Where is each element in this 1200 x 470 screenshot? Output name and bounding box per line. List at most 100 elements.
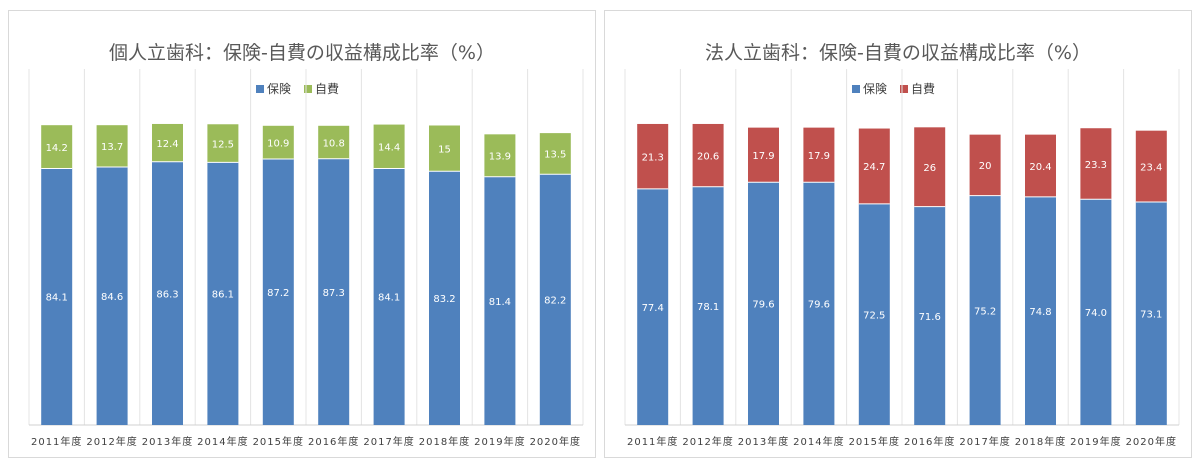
individual-bar-insurance	[539, 174, 571, 425]
individual-bar-self-pay	[262, 125, 294, 160]
corporate-x-tick-label: 2012年度	[682, 435, 733, 448]
individual-x-tick-label: 2013年度	[142, 435, 193, 448]
corporate-data-label-insurance: 71.6	[919, 312, 941, 323]
individual-bar-insurance	[262, 159, 294, 426]
corporate-data-label-self-pay: 17.9	[808, 151, 830, 162]
corporate-legend-label-insurance: 保険	[863, 82, 887, 96]
individual-x-tick-label: 2018年度	[419, 435, 470, 448]
individual-bar-insurance	[41, 168, 73, 425]
individual-data-label-insurance: 86.3	[156, 289, 178, 300]
corporate-bar-insurance	[1080, 199, 1112, 425]
corporate-x-tick-label: 2013年度	[738, 435, 789, 448]
individual-bar-self-pay	[373, 124, 405, 169]
corporate-data-label-self-pay: 23.4	[1140, 162, 1162, 173]
corporate-legend-swatch-self-pay	[900, 85, 908, 93]
individual-data-label-self-pay: 14.4	[378, 143, 400, 154]
corporate-x-tick-label: 2011年度	[627, 435, 678, 448]
corporate-data-label-self-pay: 17.9	[752, 151, 774, 162]
corporate-data-label-insurance: 72.5	[863, 310, 885, 321]
individual-data-label-self-pay: 15	[438, 144, 451, 155]
individual-x-tick-label: 2019年度	[474, 435, 525, 448]
individual-x-tick-label: 2014年度	[197, 435, 248, 448]
corporate-data-label-insurance: 77.4	[642, 303, 664, 314]
individual-bar-insurance	[429, 171, 460, 425]
corporate-bar-insurance	[969, 195, 1001, 425]
corporate-legend-label-self-pay: 自費	[911, 81, 935, 96]
individual-data-label-self-pay: 13.5	[544, 150, 566, 161]
corporate-data-label-insurance: 74.8	[1029, 307, 1051, 318]
corporate-x-tick-label: 2015年度	[849, 435, 900, 448]
corporate-bar-insurance	[637, 188, 669, 425]
corporate-bar-self-pay	[692, 123, 724, 187]
corporate-x-tick-label: 2019年度	[1070, 435, 1121, 448]
corporate-data-label-insurance: 79.6	[752, 300, 774, 311]
chart-panel-corporate: 法人立歯科：保険-自費の収益構成比率（%） 保険 自費 77.4 21.3 2011年度 7…	[604, 10, 1192, 458]
corporate-bar-self-pay	[748, 127, 779, 183]
individual-data-label-insurance: 84.1	[46, 293, 68, 304]
individual-data-label-self-pay: 13.9	[489, 152, 511, 163]
individual-bar-insurance	[373, 168, 405, 425]
chart-panel-individual: 個人立歯科：保険-自費の収益構成比率（%） 保険 自費 84.1 14.2 2011年度 8…	[8, 10, 596, 458]
individual-bar-insurance	[207, 162, 239, 425]
individual-data-label-self-pay: 10.9	[267, 138, 289, 149]
corporate-data-label-insurance: 75.2	[974, 306, 996, 317]
corporate-bar-self-pay	[969, 134, 1001, 196]
individual-data-label-insurance: 83.2	[433, 294, 455, 305]
corporate-bar-insurance	[692, 186, 724, 425]
corporate-x-tick-label: 2020年度	[1126, 435, 1177, 448]
individual-data-label-insurance: 81.4	[489, 297, 511, 308]
corporate-data-label-self-pay: 20.4	[1029, 162, 1051, 173]
corporate-bar-self-pay	[803, 127, 835, 183]
individual-bar-self-pay	[41, 125, 73, 169]
corporate-legend-swatch-insurance	[852, 85, 860, 93]
individual-data-label-self-pay: 12.5	[212, 139, 234, 150]
individual-x-tick-label: 2015年度	[253, 435, 304, 448]
corporate-x-tick-label: 2016年度	[904, 435, 955, 448]
corporate-chart-title: 法人立歯科：保険-自費の収益構成比率（%）	[705, 42, 1091, 64]
corporate-data-label-insurance: 74.0	[1085, 308, 1107, 319]
individual-bar-self-pay	[429, 125, 460, 172]
individual-bar-self-pay	[484, 134, 516, 177]
individual-legend-swatch-self-pay	[304, 85, 312, 93]
corporate-bar-self-pay	[858, 128, 890, 204]
individual-bar-self-pay	[96, 125, 128, 167]
corporate-data-label-self-pay: 26	[923, 163, 936, 174]
individual-bar-self-pay	[318, 125, 350, 159]
individual-x-tick-label: 2016年度	[308, 435, 359, 448]
corporate-data-label-insurance: 78.1	[697, 302, 719, 313]
corporate-bar-insurance	[1135, 202, 1167, 425]
individual-data-label-insurance: 84.6	[101, 292, 123, 303]
corporate-bar-insurance	[803, 182, 835, 425]
individual-data-label-insurance: 86.1	[212, 290, 234, 301]
individual-legend-label-insurance: 保険	[267, 82, 291, 96]
individual-data-label-insurance: 87.2	[267, 288, 289, 299]
corporate-bar-self-pay	[1080, 128, 1112, 200]
corporate-bar-self-pay	[637, 123, 669, 189]
corporate-bar-insurance	[858, 203, 890, 425]
corporate-x-tick-label: 2017年度	[959, 435, 1010, 448]
individual-data-label-self-pay: 14.2	[46, 143, 68, 154]
corporate-x-tick-label: 2014年度	[793, 435, 844, 448]
corporate-data-label-self-pay: 24.7	[863, 162, 885, 173]
individual-data-label-self-pay: 13.7	[101, 142, 123, 153]
corporate-data-label-insurance: 79.6	[808, 300, 830, 311]
corporate-bar-insurance	[1025, 196, 1056, 425]
chart-corporate-dental: 法人立歯科：保険-自費の収益構成比率（%） 保険 自費 77.4 21.3 2011年度 7…	[624, 42, 1180, 448]
corporate-data-label-self-pay: 20.6	[697, 151, 719, 162]
individual-bar-insurance	[318, 158, 350, 426]
individual-legend-label-self-pay: 自費	[315, 81, 339, 96]
individual-bar-self-pay	[152, 123, 183, 162]
individual-x-tick-label: 2012年度	[86, 435, 137, 448]
individual-legend: 保険 自費	[256, 81, 339, 96]
corporate-bar-insurance	[914, 206, 946, 425]
individual-chart-title: 個人立歯科：保険-自費の収益構成比率（%）	[109, 42, 495, 64]
corporate-bar-self-pay	[1135, 130, 1167, 203]
corporate-bar-self-pay	[1025, 134, 1056, 197]
corporate-bar-self-pay	[914, 127, 946, 207]
corporate-data-label-self-pay: 21.3	[642, 152, 664, 163]
corporate-x-tick-label: 2018年度	[1015, 435, 1066, 448]
individual-bar-self-pay	[207, 124, 239, 163]
individual-x-tick-label: 2017年度	[363, 435, 414, 448]
corporate-data-label-self-pay: 20	[979, 161, 992, 172]
individual-data-label-insurance: 84.1	[378, 293, 400, 304]
